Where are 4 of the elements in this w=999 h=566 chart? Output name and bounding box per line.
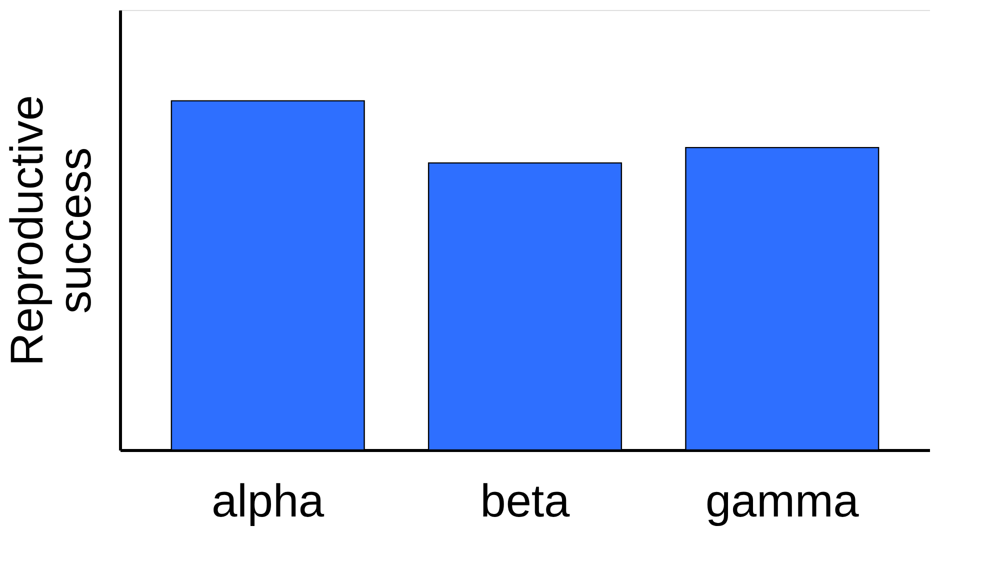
x-tick-label: gamma bbox=[705, 474, 860, 526]
y-axis-title: Reproductive success bbox=[0, 94, 100, 366]
x-tick-label: alpha bbox=[212, 474, 325, 526]
x-tick-label: beta bbox=[480, 474, 570, 526]
